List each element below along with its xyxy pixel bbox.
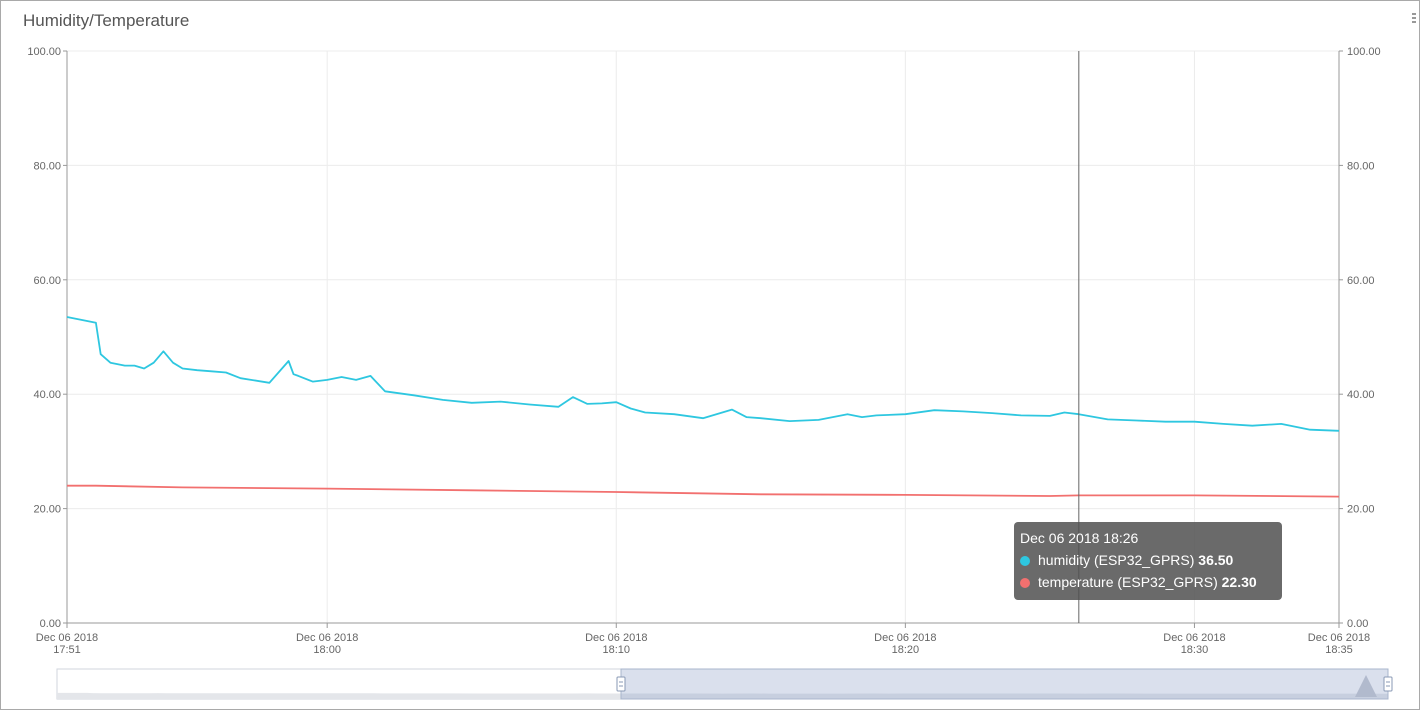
tooltip-temperature-label: temperature (ESP32_GPRS) bbox=[1038, 574, 1218, 590]
y-tick-label-left: 100.00 bbox=[27, 46, 61, 58]
zoom-overview-area bbox=[57, 692, 1388, 699]
y-tick-label-right: 20.00 bbox=[1347, 504, 1375, 516]
x-tick-label-time: 17:51 bbox=[53, 644, 81, 656]
tooltip-time: Dec 06 2018 18:26 bbox=[1020, 530, 1139, 546]
y-tick-label-right: 0.00 bbox=[1347, 618, 1368, 630]
x-tick-label-time: 18:10 bbox=[603, 644, 631, 656]
x-tick-label-time: 18:20 bbox=[892, 644, 920, 656]
y-tick-label-left: 20.00 bbox=[33, 504, 61, 516]
x-tick-label-date: Dec 06 2018 bbox=[1308, 632, 1370, 644]
humidity-dot-icon bbox=[1020, 556, 1030, 566]
zoom-overview-spike bbox=[1355, 675, 1377, 697]
zoom-handle-right[interactable] bbox=[1383, 676, 1393, 692]
y-tick-label-right: 80.00 bbox=[1347, 160, 1375, 172]
tooltip-humidity-value: 36.50 bbox=[1198, 552, 1234, 568]
x-tick-label-time: 18:30 bbox=[1181, 644, 1209, 656]
tooltip-temperature-value: 22.30 bbox=[1221, 574, 1257, 590]
tooltip-row-temperature: temperature (ESP32_GPRS) 22.30 bbox=[1020, 574, 1257, 590]
x-tick-label-date: Dec 06 2018 bbox=[585, 632, 647, 644]
y-tick-label-right: 60.00 bbox=[1347, 275, 1375, 287]
temperature-series-line bbox=[67, 484, 1340, 498]
x-tick-label-date: Dec 06 2018 bbox=[36, 632, 98, 644]
x-tick-label-date: Dec 06 2018 bbox=[874, 632, 936, 644]
y-tick-label-right: 100.00 bbox=[1347, 46, 1381, 58]
zoom-handle-left[interactable] bbox=[616, 676, 626, 692]
y-tick-label-left: 80.00 bbox=[33, 160, 61, 172]
y-tick-label-left: 60.00 bbox=[33, 275, 61, 287]
y-tick-label-right: 40.00 bbox=[1347, 389, 1375, 401]
x-tick-label-time: 18:00 bbox=[313, 644, 341, 656]
humidity-series-line bbox=[66, 316, 1340, 432]
temperature-dot-icon bbox=[1020, 578, 1030, 588]
y-tick-label-left: 0.00 bbox=[40, 618, 61, 630]
x-tick-label-date: Dec 06 2018 bbox=[296, 632, 358, 644]
tooltip-humidity-label: humidity (ESP32_GPRS) bbox=[1038, 552, 1195, 568]
x-tick-label-date: Dec 06 2018 bbox=[1163, 632, 1225, 644]
chart-tooltip: Dec 06 2018 18:26 humidity (ESP32_GPRS) … bbox=[1014, 522, 1282, 600]
x-tick-label-time: 18:35 bbox=[1325, 644, 1353, 656]
tooltip-row-humidity: humidity (ESP32_GPRS) 36.50 bbox=[1020, 552, 1233, 568]
panel-title: Humidity/Temperature bbox=[23, 11, 190, 30]
zoom-selection-window[interactable] bbox=[620, 668, 1389, 700]
y-tick-label-left: 40.00 bbox=[33, 389, 61, 401]
panel-menu-icon[interactable] bbox=[1411, 13, 1417, 27]
